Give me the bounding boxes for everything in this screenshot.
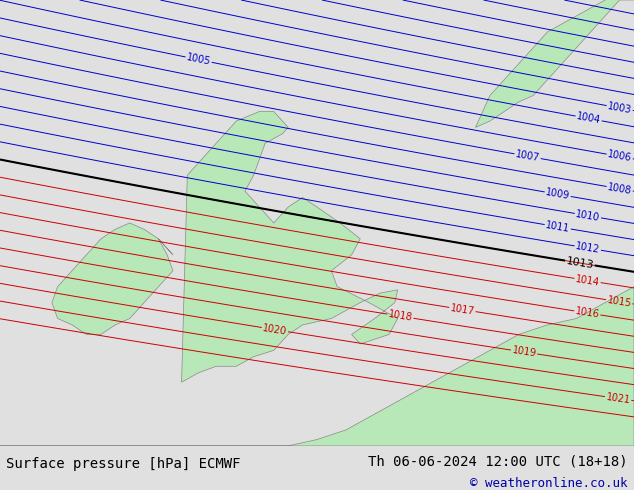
Text: 1019: 1019 [511, 345, 537, 359]
Polygon shape [181, 111, 398, 382]
Text: 1012: 1012 [575, 241, 601, 255]
Text: 1016: 1016 [574, 306, 600, 320]
Text: © weatheronline.co.uk: © weatheronline.co.uk [470, 477, 628, 490]
Text: Surface pressure [hPa] ECMWF: Surface pressure [hPa] ECMWF [6, 457, 241, 470]
Text: 1020: 1020 [262, 323, 288, 337]
Text: 1003: 1003 [607, 101, 633, 115]
Polygon shape [0, 287, 634, 446]
Text: 1008: 1008 [607, 182, 633, 196]
Polygon shape [52, 223, 173, 334]
Text: 1011: 1011 [545, 220, 571, 234]
Polygon shape [476, 0, 634, 127]
Text: 1010: 1010 [575, 209, 601, 222]
Text: 1004: 1004 [576, 111, 602, 125]
Text: 1006: 1006 [607, 149, 633, 164]
Text: 1021: 1021 [605, 392, 631, 405]
Text: 1014: 1014 [574, 273, 600, 288]
Text: 1018: 1018 [387, 309, 413, 323]
Text: 1007: 1007 [515, 149, 541, 163]
Text: 1005: 1005 [186, 52, 212, 67]
Text: 1009: 1009 [545, 187, 571, 201]
Text: 1017: 1017 [450, 303, 476, 317]
Text: 1013: 1013 [566, 256, 595, 270]
Text: 1015: 1015 [606, 295, 632, 309]
Text: Th 06-06-2024 12:00 UTC (18+18): Th 06-06-2024 12:00 UTC (18+18) [368, 454, 628, 468]
